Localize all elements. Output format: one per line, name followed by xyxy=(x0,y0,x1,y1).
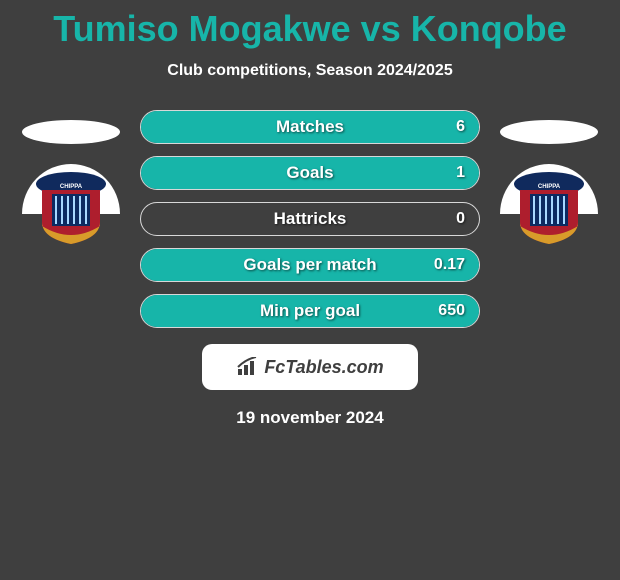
player-right-club-badge: CHIPPA xyxy=(500,164,598,250)
player-left-club-badge: CHIPPA xyxy=(22,164,120,250)
stat-bar-matches: Matches 6 xyxy=(140,110,480,144)
stat-value-right: 650 xyxy=(438,302,465,320)
svg-text:CHIPPA: CHIPPA xyxy=(60,184,83,190)
shield-icon: CHIPPA xyxy=(512,172,586,246)
stat-value-right: 0 xyxy=(456,210,465,228)
content-row: CHIPPA Matches 6 xyxy=(0,110,620,328)
page-title: Tumiso Mogakwe vs Konqobe xyxy=(0,8,620,50)
brand-logo-box[interactable]: FcTables.com xyxy=(202,344,418,390)
stat-value-right: 1 xyxy=(456,164,465,182)
stat-value-right: 0.17 xyxy=(434,256,465,274)
infographic-container: Tumiso Mogakwe vs Konqobe Club competiti… xyxy=(0,0,620,580)
stat-bar-hattricks: Hattricks 0 xyxy=(140,202,480,236)
shield-icon: CHIPPA xyxy=(34,172,108,246)
stat-bar-min-per-goal: Min per goal 650 xyxy=(140,294,480,328)
stat-bar-goals-per-match: Goals per match 0.17 xyxy=(140,248,480,282)
subtitle: Club competitions, Season 2024/2025 xyxy=(0,62,620,80)
stat-label: Min per goal xyxy=(260,301,360,321)
stats-column: Matches 6 Goals 1 Hattricks 0 Goals per … xyxy=(140,110,480,328)
player-left-avatar-placeholder xyxy=(22,120,120,144)
chart-icon xyxy=(236,357,260,377)
brand-logo: FcTables.com xyxy=(236,357,383,378)
date-text: 19 november 2024 xyxy=(0,408,620,428)
stat-label: Hattricks xyxy=(274,209,347,229)
stat-label: Matches xyxy=(276,117,344,137)
stat-value-right: 6 xyxy=(456,118,465,136)
stat-label: Goals per match xyxy=(243,255,376,275)
stat-label: Goals xyxy=(286,163,333,183)
svg-text:CHIPPA: CHIPPA xyxy=(538,184,561,190)
player-right-col: CHIPPA xyxy=(500,120,598,250)
player-right-avatar-placeholder xyxy=(500,120,598,144)
stat-bar-goals: Goals 1 xyxy=(140,156,480,190)
brand-text: FcTables.com xyxy=(264,357,383,378)
player-left-col: CHIPPA xyxy=(22,120,120,250)
